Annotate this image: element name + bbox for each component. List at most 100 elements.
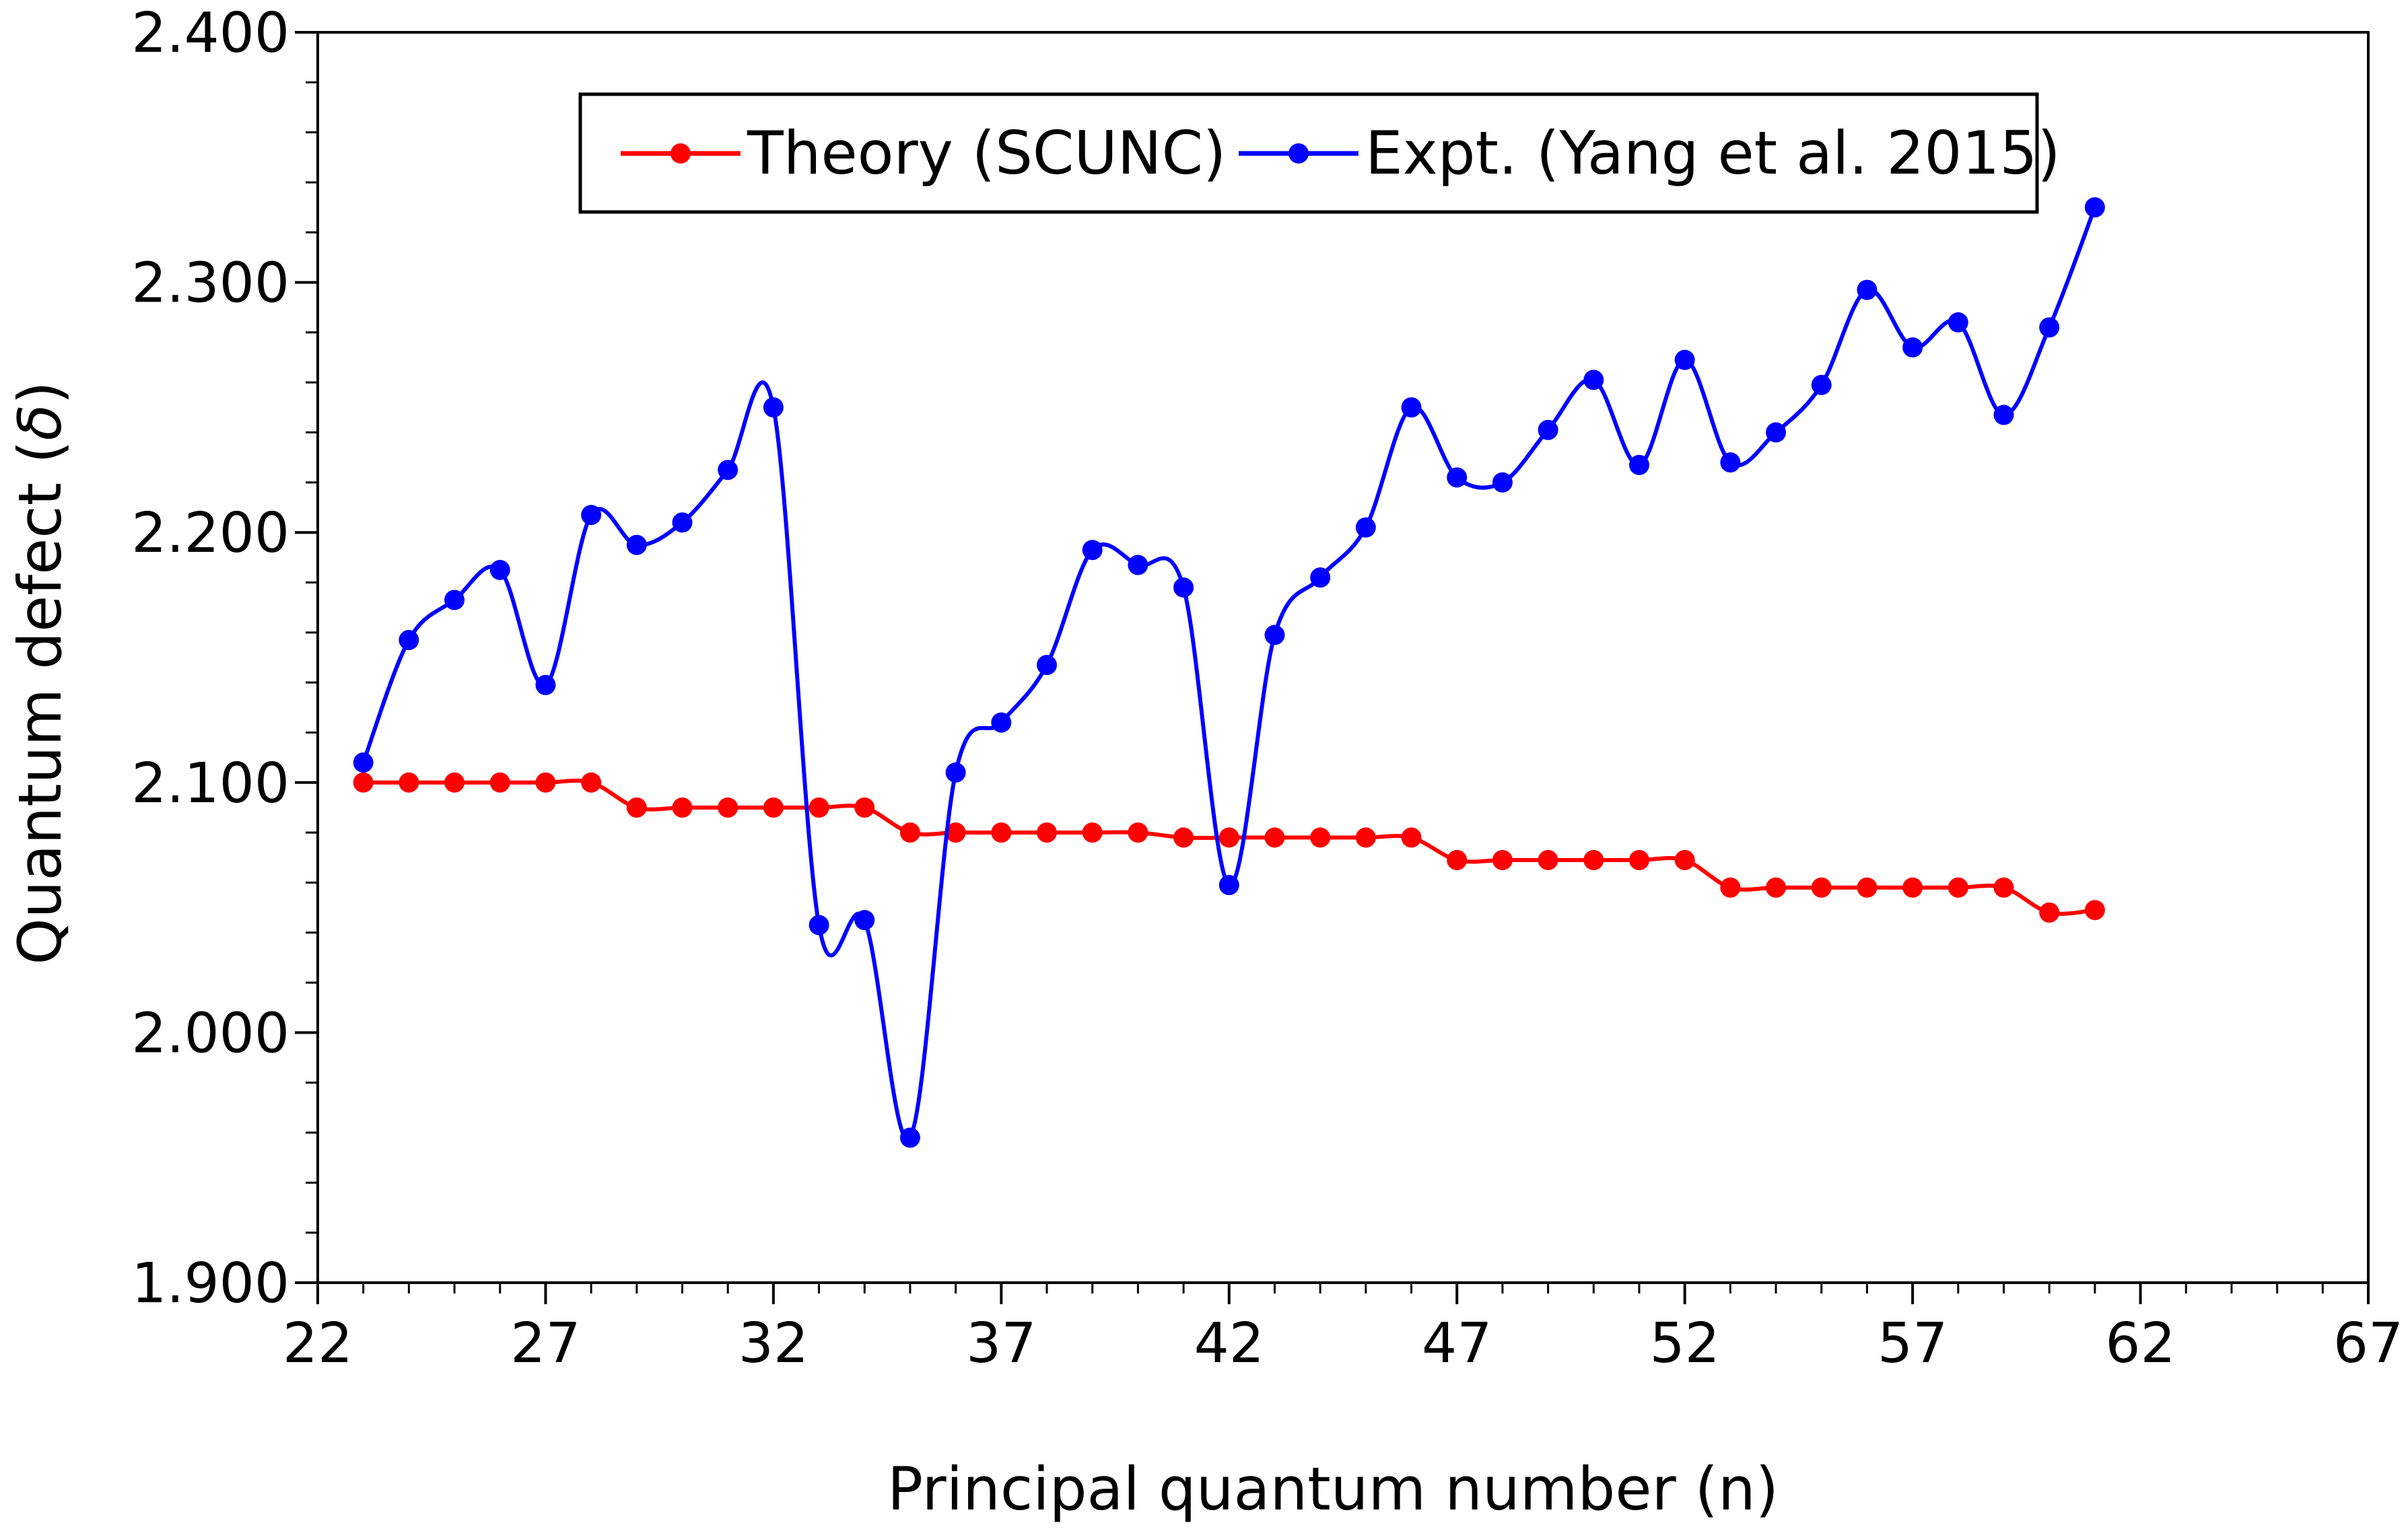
data-point [1993, 877, 2014, 898]
data-point [581, 505, 602, 526]
data-point [1857, 877, 1878, 898]
x-tick-label: 22 [283, 1312, 353, 1376]
series-theory [353, 772, 2105, 923]
series-expt [353, 197, 2105, 1148]
data-point [535, 674, 556, 695]
data-point [1811, 374, 1832, 395]
data-point [854, 797, 875, 818]
data-point [1902, 337, 1923, 358]
data-point [444, 590, 465, 610]
x-tick-label: 47 [1422, 1312, 1492, 1376]
data-point [763, 797, 784, 818]
y-axis: 1.900 2.000 2.100 2.200 2.300 2.400 [131, 1, 318, 1316]
y-tick-label: 2.400 [131, 1, 289, 65]
data-point [353, 752, 374, 773]
data-point [945, 762, 966, 783]
data-point [1447, 849, 1468, 870]
data-point [991, 822, 1012, 843]
data-point [626, 534, 647, 555]
data-point [809, 797, 829, 818]
x-tick-label: 27 [510, 1312, 580, 1376]
data-point [1173, 577, 1194, 598]
y-axis-title: Quantum defect (δ) [5, 381, 75, 964]
y-tick-label: 2.100 [131, 752, 289, 816]
data-point [444, 772, 465, 793]
data-point [1264, 625, 1285, 645]
data-point [1355, 827, 1376, 848]
series-layer [353, 197, 2105, 1148]
data-point [1948, 312, 1968, 333]
data-point [1037, 655, 1058, 676]
data-point [672, 512, 693, 533]
data-point [1902, 877, 1923, 898]
data-point [763, 397, 784, 418]
data-point [1720, 452, 1741, 473]
data-point [991, 712, 1012, 733]
legend-item-theory: Theory (SCUNC) [621, 118, 1226, 188]
data-point [1447, 467, 1468, 488]
data-point [718, 460, 738, 481]
data-point [1401, 397, 1422, 418]
data-point [581, 772, 602, 793]
data-point [1218, 875, 1239, 896]
x-tick-label: 67 [2333, 1312, 2403, 1376]
data-point [718, 797, 738, 818]
data-point [489, 559, 510, 580]
data-point [1218, 827, 1239, 848]
data-point [899, 822, 920, 843]
data-point [2039, 902, 2060, 923]
data-point [1674, 849, 1695, 870]
data-point [1948, 877, 1968, 898]
data-point [945, 822, 966, 843]
x-tick-label: 57 [1878, 1312, 1948, 1376]
legend-item-expt: Expt. (Yang et al. 2015) [1239, 118, 2061, 188]
legend-label-theory: Theory (SCUNC) [747, 118, 1226, 188]
x-axis: 22 27 32 37 42 47 52 57 62 67 [283, 1283, 2403, 1376]
data-point [1355, 517, 1376, 538]
data-point [1766, 422, 1787, 443]
data-point [1128, 555, 1148, 575]
data-point [1173, 827, 1194, 848]
x-tick-label: 52 [1649, 1312, 1719, 1376]
y-minor-ticks [306, 31, 318, 1284]
legend: Theory (SCUNC) Expt. (Yang et al. 2015) [578, 92, 2061, 214]
data-point [1628, 454, 1649, 475]
data-point [1401, 827, 1422, 848]
data-point [2039, 317, 2060, 338]
data-point [1766, 877, 1787, 898]
data-point [353, 772, 374, 793]
y-tick-label: 2.000 [131, 1001, 289, 1065]
legend-marker-theory [670, 143, 691, 164]
legend-label-expt: Expt. (Yang et al. 2015) [1365, 118, 2061, 188]
data-point [399, 772, 419, 793]
legend-marker-expt [1288, 143, 1309, 164]
data-point [1628, 849, 1649, 870]
data-point [1583, 369, 1604, 390]
x-tick-label: 42 [1194, 1312, 1264, 1376]
data-point [626, 797, 647, 818]
plot-area [316, 31, 2370, 1284]
data-point [1128, 822, 1148, 843]
x-tick-label: 37 [966, 1312, 1036, 1376]
data-point [1993, 404, 2014, 425]
x-tick-label: 32 [738, 1312, 809, 1376]
data-point [2084, 197, 2105, 218]
x-axis-title: Principal quantum number (n) [887, 1454, 1779, 1524]
data-point [809, 915, 829, 935]
y-tick-label: 1.900 [131, 1252, 289, 1316]
y-tick-label: 2.200 [131, 501, 289, 565]
data-point [1583, 849, 1604, 870]
data-point [1538, 419, 1558, 440]
data-point [899, 1127, 920, 1148]
data-point [535, 772, 556, 793]
y-tick-label: 2.300 [131, 252, 289, 316]
data-point [399, 629, 419, 650]
data-point [672, 797, 693, 818]
data-point [1310, 827, 1331, 848]
data-point [854, 910, 875, 931]
data-point [1037, 822, 1058, 843]
data-point [2084, 900, 2105, 921]
data-point [1857, 279, 1878, 300]
x-tick-label: 62 [2105, 1312, 2175, 1376]
